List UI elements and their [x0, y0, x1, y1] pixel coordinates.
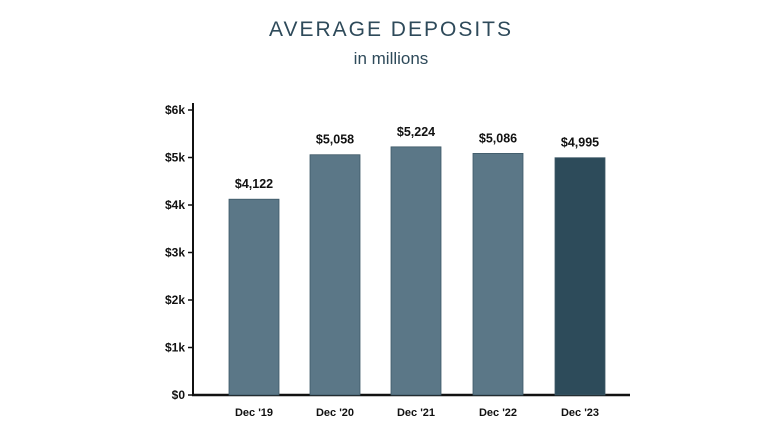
chart-title: AVERAGE DEPOSITS	[269, 18, 513, 41]
y-tick-label: $2k	[165, 293, 185, 307]
bar	[554, 157, 606, 396]
bar	[472, 153, 524, 396]
data-label: $5,058	[316, 133, 354, 147]
x-tick-label: Dec '20	[316, 407, 354, 419]
y-tick-label: $1k	[165, 341, 185, 355]
chart-subtitle: in millions	[353, 49, 429, 68]
x-tick-label: Dec '21	[397, 407, 435, 419]
y-tick-label: $3k	[165, 246, 185, 260]
y-tick-label: $5k	[165, 151, 185, 165]
bar	[309, 154, 361, 396]
data-label: $5,224	[397, 125, 435, 139]
bar	[228, 198, 280, 396]
y-tick-label: $6k	[165, 103, 185, 117]
x-tick-label: Dec '19	[235, 407, 273, 419]
data-label: $4,122	[235, 177, 273, 191]
x-tick-label: Dec '22	[479, 407, 517, 419]
y-tick-label: $0	[172, 388, 186, 402]
bar	[390, 146, 442, 396]
x-tick-label: Dec '23	[561, 407, 599, 419]
data-label: $4,995	[561, 136, 599, 150]
y-tick-label: $4k	[165, 198, 185, 212]
data-label: $5,086	[479, 131, 517, 145]
